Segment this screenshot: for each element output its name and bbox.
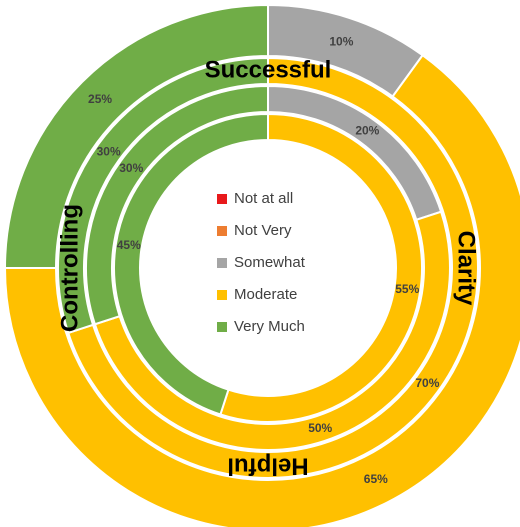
ring-segment bbox=[3, 53, 520, 527]
legend-label: Moderate bbox=[234, 286, 297, 303]
legend-swatch bbox=[217, 258, 227, 268]
data-label: 50% bbox=[308, 421, 332, 435]
legend-label: Not at all bbox=[234, 190, 293, 207]
data-label: 20% bbox=[355, 123, 379, 137]
data-label: 45% bbox=[117, 238, 141, 252]
ring-name: Clarity bbox=[453, 231, 480, 306]
legend-label: Very Much bbox=[234, 318, 305, 335]
ring-segment bbox=[3, 3, 269, 269]
legend-swatch bbox=[217, 290, 227, 300]
ring-segment bbox=[219, 112, 423, 423]
ring-segment bbox=[67, 56, 479, 479]
ring-name: Controlling bbox=[56, 204, 83, 332]
legend-label: Somewhat bbox=[234, 254, 306, 271]
ring-name: Successful bbox=[205, 56, 332, 83]
data-label: 30% bbox=[97, 144, 121, 158]
data-label: 65% bbox=[364, 472, 388, 486]
data-label: 10% bbox=[329, 34, 353, 48]
ring-segment bbox=[113, 112, 269, 416]
legend-swatch bbox=[217, 194, 227, 204]
data-label: 25% bbox=[88, 92, 112, 106]
data-label: 70% bbox=[415, 376, 439, 390]
legend: Not at all Not Very Somewhat Moderate Very M… bbox=[217, 190, 306, 335]
legend-label: Not Very bbox=[234, 222, 292, 239]
legend-swatch bbox=[217, 226, 227, 236]
data-label: 30% bbox=[119, 161, 143, 175]
legend-swatch bbox=[217, 322, 227, 332]
ring-segment bbox=[85, 84, 269, 326]
ring-segment bbox=[57, 56, 269, 335]
ring-name: Helpful bbox=[227, 453, 308, 480]
data-label: 55% bbox=[395, 282, 419, 296]
